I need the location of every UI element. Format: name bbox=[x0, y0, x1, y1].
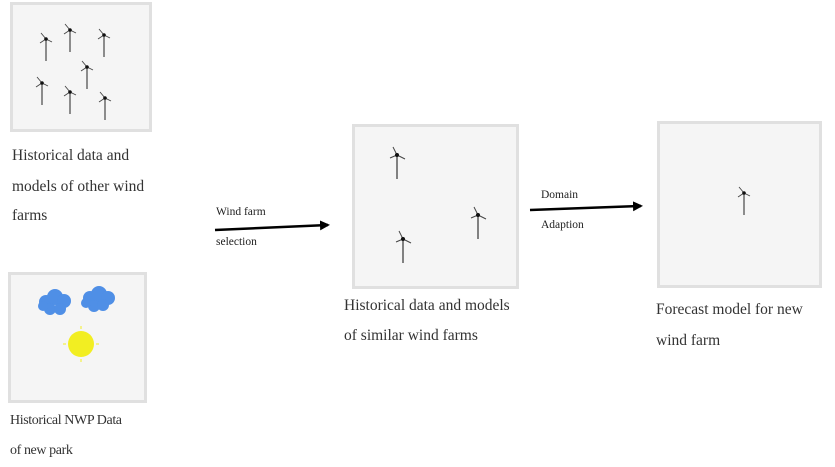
sun-icon bbox=[63, 326, 99, 362]
similar-farms-panel bbox=[352, 124, 519, 289]
selection-arrow bbox=[214, 220, 330, 232]
wind-turbine-icon bbox=[737, 186, 751, 216]
other-farms-caption-line2: models of other wind bbox=[12, 178, 145, 195]
selection-label-line1: Wind farm bbox=[216, 206, 266, 218]
nwp-caption-line1: Historical NWP Data bbox=[10, 413, 122, 428]
wind-turbine-icon bbox=[63, 23, 77, 53]
other-farms-caption-line1: Historical data and bbox=[12, 147, 130, 164]
wind-turbine-icon bbox=[98, 91, 112, 121]
other-farms-caption-line3: farms bbox=[12, 207, 48, 224]
nwp-caption-line2: of new park bbox=[10, 443, 73, 458]
wind-turbine-icon bbox=[97, 28, 111, 58]
selection-label-line2: selection bbox=[216, 236, 257, 248]
adaption-arrow bbox=[529, 201, 643, 212]
wind-turbine-icon bbox=[63, 85, 77, 115]
adaption-label-line1: Domain bbox=[541, 189, 579, 201]
forecast-model-panel bbox=[657, 121, 822, 288]
wind-turbine-icon bbox=[80, 60, 94, 90]
similar-farms-caption-line1: Historical data and models bbox=[344, 297, 510, 314]
forecast-caption-line1: Forecast model for new bbox=[656, 301, 803, 318]
other-farms-panel bbox=[10, 2, 152, 132]
adaption-label-line2: Adaption bbox=[541, 219, 584, 231]
forecast-caption-line2: wind farm bbox=[656, 332, 721, 349]
cloud-icon bbox=[81, 286, 115, 312]
wind-turbine-icon bbox=[470, 206, 487, 240]
wind-turbine-icon bbox=[395, 230, 412, 264]
cloud-icon bbox=[38, 289, 71, 315]
wind-turbine-icon bbox=[39, 32, 53, 62]
similar-farms-caption-line2: of similar wind farms bbox=[344, 327, 478, 344]
wind-turbine-icon bbox=[35, 76, 49, 106]
wind-turbine-icon bbox=[389, 146, 406, 180]
